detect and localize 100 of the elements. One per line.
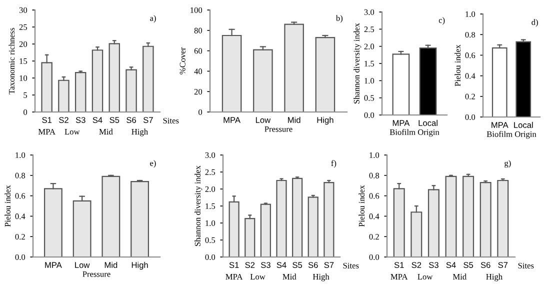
- y-axis-title: Pielou index: [4, 185, 10, 227]
- y-tick-label: 0.4: [465, 73, 476, 79]
- bar: [428, 189, 440, 257]
- x-tick-label: MPA: [492, 122, 508, 128]
- x-tick-label: S6: [126, 117, 136, 123]
- y-axis-title: Taxonomic richness: [8, 28, 15, 94]
- x-tick-label: Local: [418, 120, 438, 126]
- bar: [108, 43, 120, 112]
- y-tick-label: 0.4: [15, 214, 26, 220]
- y-tick-label: 1.0: [466, 11, 476, 18]
- bar: [44, 188, 62, 257]
- x-axis-title: Biofilm Origin: [486, 131, 536, 139]
- x-tick-label: S7: [143, 117, 153, 123]
- y-tick-label: 5: [24, 92, 28, 98]
- x-tick-label: S3: [428, 262, 438, 268]
- y-tick-label: 1.0: [206, 220, 216, 226]
- y-tick-label: 0.0: [369, 254, 380, 260]
- x-tick-label: S1: [229, 262, 239, 268]
- annotation: a): [150, 15, 156, 23]
- y-tick-label: 30: [19, 7, 28, 13]
- y-tick-label: 0: [24, 109, 28, 115]
- bar: [480, 182, 492, 257]
- y-tick-label: 10: [20, 75, 28, 81]
- x-tick-label: S3: [260, 262, 270, 268]
- x-tick-label: S4: [92, 117, 102, 123]
- y-tick-label: 100: [190, 7, 202, 13]
- y-tick-label: 1.0: [370, 152, 380, 158]
- x-tick-label: MPA: [45, 262, 62, 268]
- bar: [58, 80, 70, 112]
- y-tick-label: 1.0: [364, 78, 374, 84]
- annotation: d): [532, 19, 538, 27]
- bar: [126, 69, 137, 112]
- text: Low: [64, 128, 80, 135]
- x-axis-title: Biofilm Origin: [390, 129, 440, 137]
- text: High: [312, 274, 330, 282]
- x-tick-label: S7: [324, 262, 334, 268]
- x-tick-label: S2: [412, 262, 422, 268]
- y-tick-label: 0.0: [15, 254, 26, 260]
- y-tick-label: 2.0: [205, 186, 216, 192]
- y-tick-label: 1.5: [364, 60, 374, 67]
- y-tick-label: 0.6: [465, 52, 476, 58]
- y-tick-label: 0.2: [15, 234, 25, 240]
- text: Mid: [282, 274, 296, 280]
- annotation: b): [336, 15, 343, 23]
- text: Low: [250, 274, 266, 280]
- x-axis-title: Pressure: [264, 126, 292, 132]
- bar: [74, 72, 86, 112]
- bar: [445, 176, 457, 257]
- bar: [324, 182, 334, 257]
- bar: [102, 176, 120, 257]
- text: Sites: [518, 262, 534, 268]
- y-tick-label: 60: [194, 48, 202, 54]
- text: Sites: [343, 262, 359, 268]
- bar: [284, 24, 304, 112]
- text: MPA: [38, 128, 56, 134]
- text: Low: [418, 274, 433, 280]
- bar: [130, 180, 150, 257]
- text: Sites: [163, 118, 179, 124]
- annotation: g): [504, 160, 511, 168]
- x-tick-label: S2: [245, 262, 255, 268]
- y-tick-label: 2.5: [205, 169, 216, 176]
- bar: [72, 200, 92, 257]
- x-tick-label: S6: [480, 262, 490, 268]
- y-axis-title: Pielou index: [454, 44, 460, 86]
- y-tick-label: 3.0: [364, 9, 374, 16]
- y-tick-label: 0.0: [465, 114, 476, 120]
- text: Mid: [99, 128, 113, 135]
- bar: [260, 204, 271, 257]
- y-tick-label: 3.0: [205, 152, 216, 158]
- x-tick-label: Mid: [104, 262, 118, 268]
- y-tick-label: 40: [194, 68, 202, 74]
- x-tick-label: S4: [446, 262, 456, 268]
- y-tick-label: 0.5: [205, 237, 216, 244]
- y-tick-label: 2.0: [364, 44, 374, 50]
- x-tick-label: MPA: [392, 120, 410, 126]
- y-axis-title: Shannon diversity index: [194, 166, 202, 246]
- y-tick-label: 0.8: [15, 172, 26, 178]
- text: High: [132, 128, 148, 136]
- y-tick-label: 1.5: [206, 203, 216, 210]
- x-tick-label: High: [317, 116, 334, 125]
- y-tick-label: 0.0: [205, 254, 216, 260]
- x-tick-label: Mid: [288, 116, 300, 123]
- bar: [253, 49, 273, 112]
- y-tick-label: 80: [194, 28, 202, 34]
- bar: [315, 36, 336, 112]
- y-tick-label: 0.0: [364, 112, 374, 118]
- x-tick-label: MPA: [224, 117, 240, 123]
- x-tick-label: Low: [256, 117, 271, 123]
- bar: [393, 188, 405, 257]
- y-axis-title: Pielou index: [358, 185, 364, 227]
- y-tick-label: 0.5: [364, 95, 374, 101]
- y-tick-label: 0.4: [369, 214, 380, 220]
- y-tick-label: 0: [198, 109, 202, 115]
- x-tick-label: S4: [276, 262, 286, 268]
- text: High: [486, 274, 502, 282]
- y-tick-label: 1.0: [16, 152, 26, 158]
- bar: [92, 50, 104, 112]
- bar: [462, 176, 474, 257]
- y-tick-label: 15: [20, 58, 28, 64]
- x-tick-label: Local: [514, 122, 533, 128]
